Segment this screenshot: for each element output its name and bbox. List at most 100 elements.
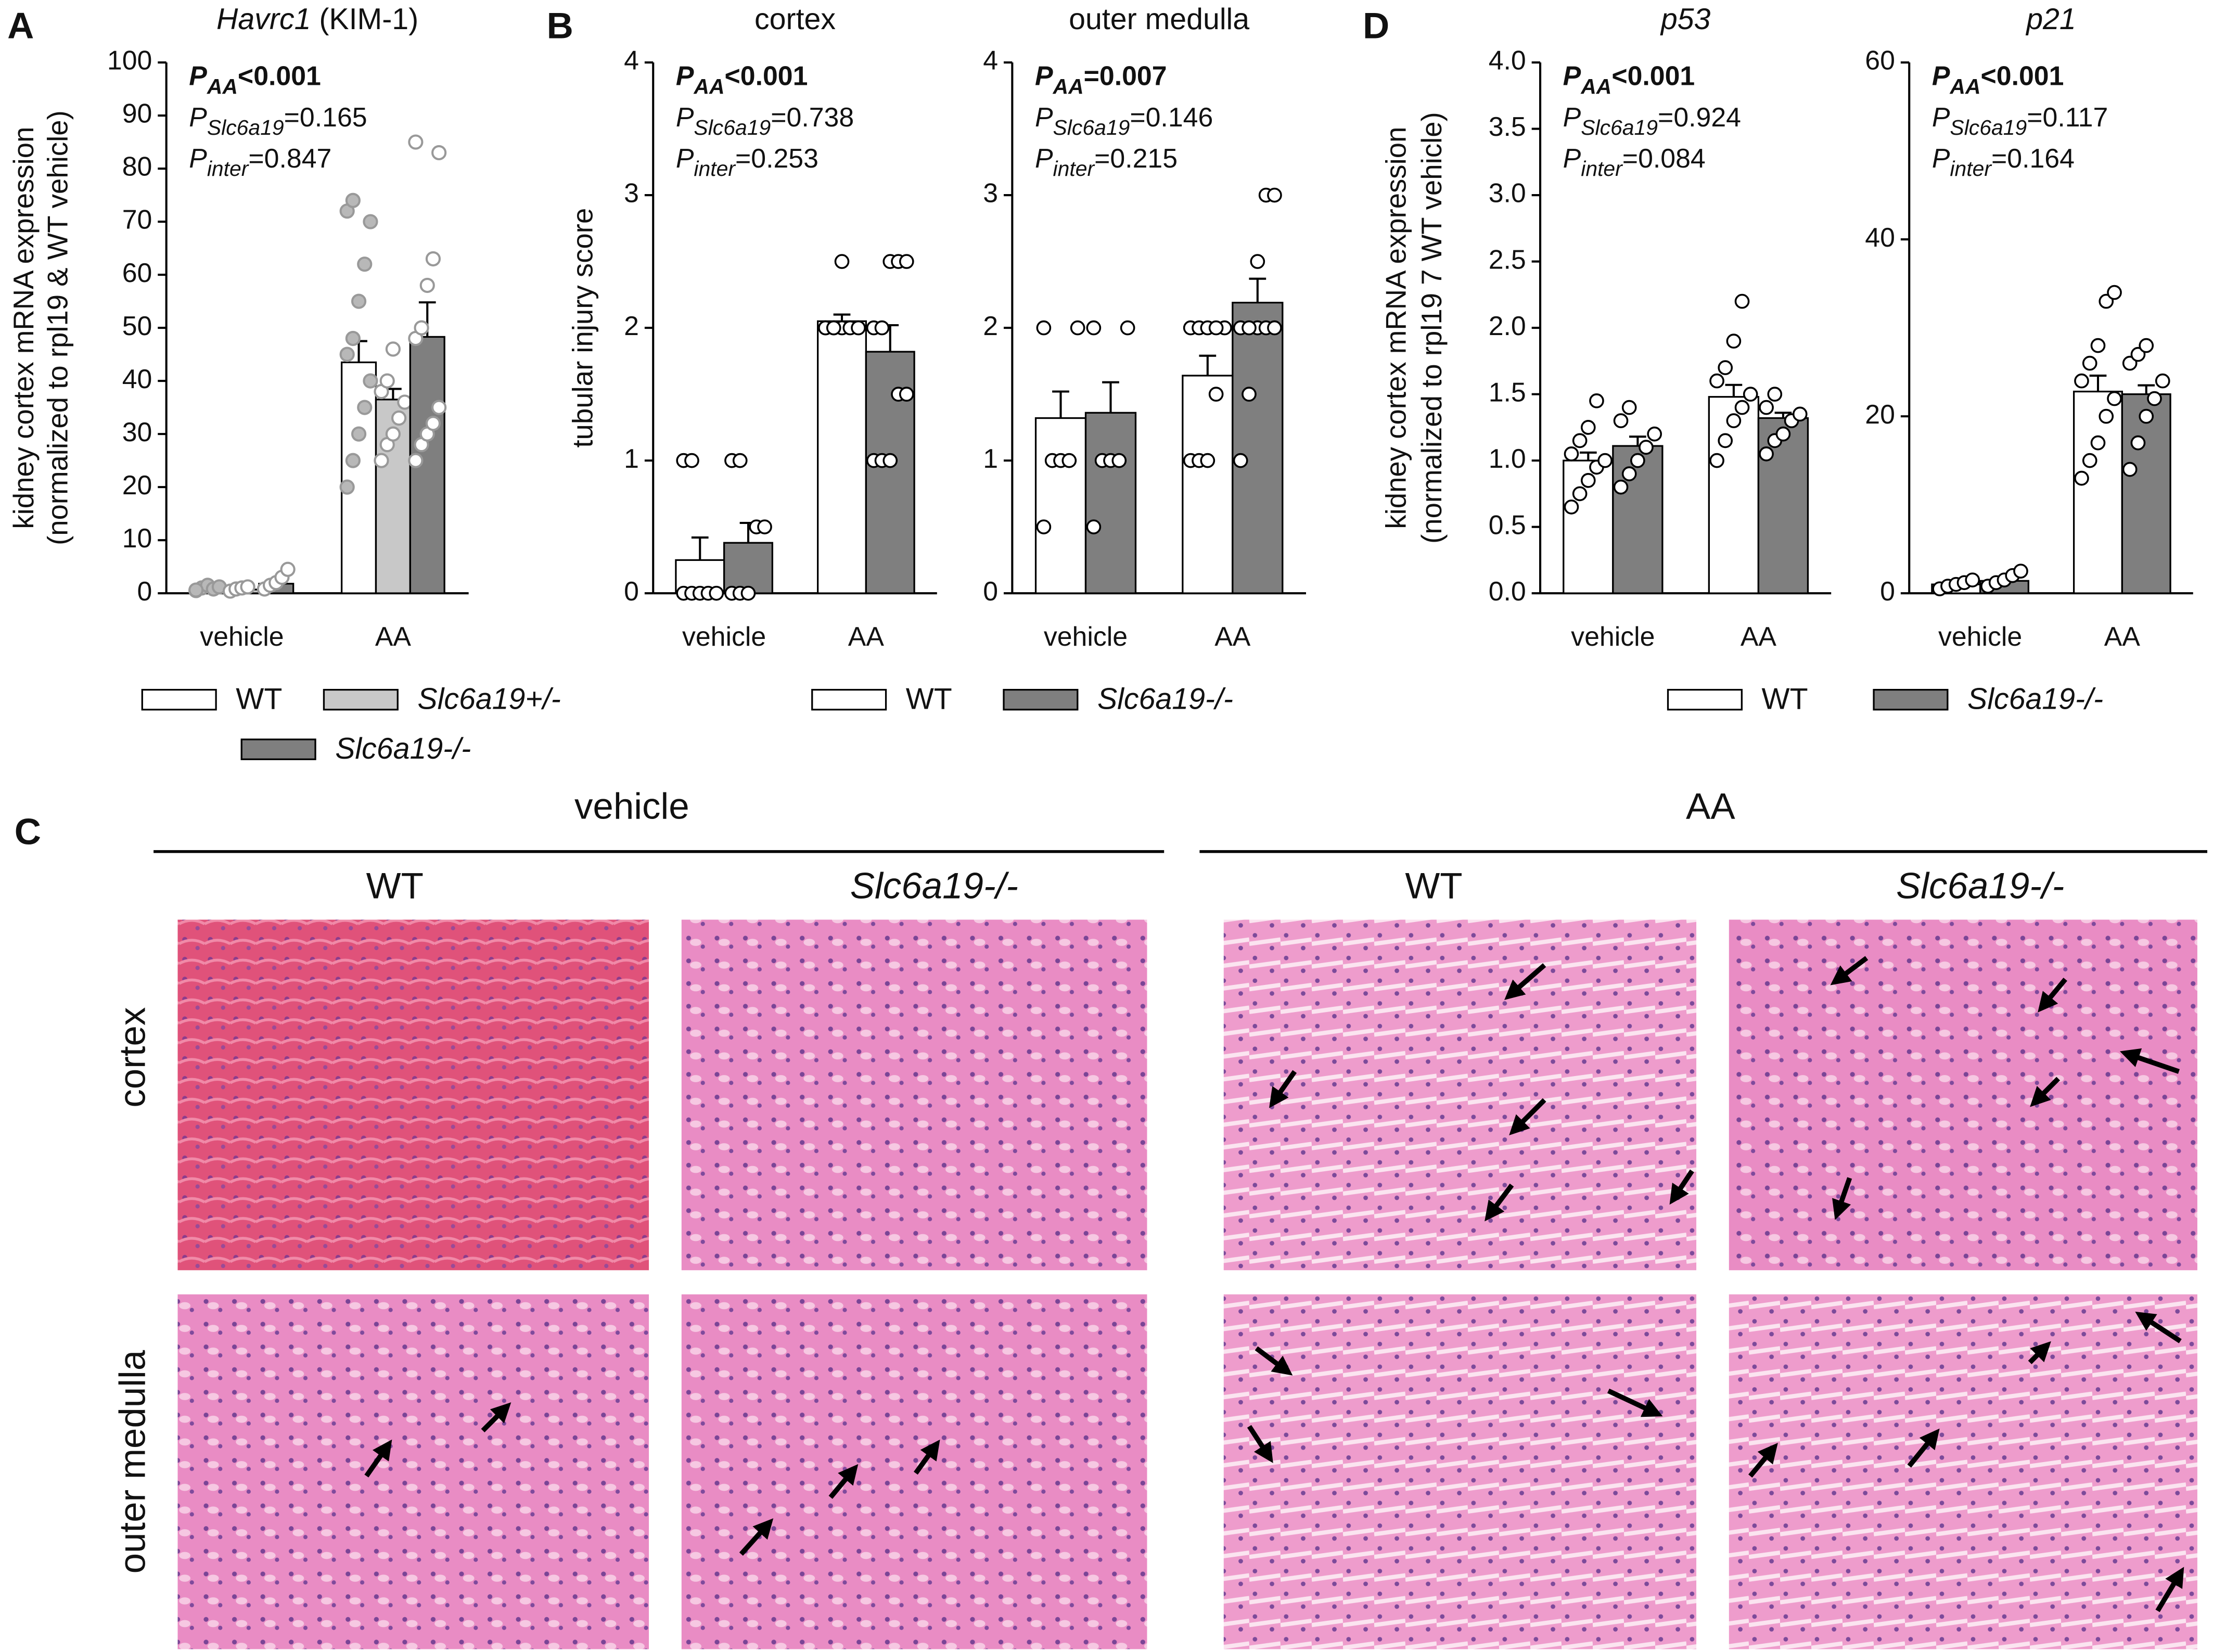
stat-sub: Slc6a19 — [694, 116, 771, 139]
genotype-label: WT — [1405, 865, 1462, 906]
data-point — [2090, 338, 2106, 353]
data-point — [826, 320, 841, 336]
data-point — [385, 426, 401, 442]
stat-symbol: P — [1563, 102, 1581, 132]
title-main: p21 — [2025, 3, 2076, 36]
legend-label: WT — [236, 683, 282, 716]
x-tick-label: vehicle — [1044, 621, 1128, 651]
y-tick-label: 0.5 — [1489, 509, 1526, 540]
data-point — [351, 426, 367, 442]
data-point — [408, 453, 424, 468]
y-tick-label: 70 — [122, 204, 152, 235]
y-tick-label: 3 — [983, 178, 998, 208]
x-tick-label: vehicle — [200, 621, 284, 651]
y-tick-label: 2.0 — [1489, 311, 1526, 341]
micrograph — [1223, 1294, 1697, 1649]
micrograph — [177, 1294, 649, 1649]
stat-text: =0.738 — [771, 102, 854, 132]
panel-label: D — [1363, 5, 1389, 46]
stat-sub: Slc6a19 — [207, 116, 284, 139]
micrograph — [1223, 919, 1697, 1271]
data-point — [1709, 453, 1724, 468]
data-point — [1120, 320, 1135, 336]
stat-annotation: PSlc6a19=0.117 — [1932, 102, 2108, 139]
histology-panel — [153, 850, 2208, 1649]
arrow — [1907, 1428, 1940, 1468]
stat-symbol: P — [189, 143, 207, 173]
data-point — [1572, 433, 1588, 449]
data-point — [757, 519, 772, 534]
bar — [1034, 417, 1087, 594]
data-point — [2082, 355, 2097, 371]
bar — [1612, 445, 1664, 594]
data-point — [2090, 435, 2106, 451]
bar — [1757, 417, 1809, 594]
stat-text: <0.001 — [238, 61, 321, 91]
data-point — [2155, 373, 2170, 389]
data-point — [1242, 320, 1257, 336]
data-point — [379, 373, 395, 389]
panel-label: C — [15, 812, 41, 853]
stat-text: =0.215 — [1094, 143, 1178, 173]
stat-text: <0.001 — [725, 61, 808, 91]
data-point — [1734, 400, 1750, 415]
title-main: Havrc1 — [216, 3, 311, 36]
y-tick-label: 50 — [122, 311, 152, 341]
data-point — [874, 320, 890, 336]
data-point — [851, 320, 866, 336]
y-tick-label: 10 — [122, 523, 152, 553]
y-tick-label: 20 — [1865, 399, 1895, 429]
data-point — [408, 134, 424, 150]
chart-title: p21 — [2025, 3, 2076, 36]
data-point — [1597, 453, 1613, 468]
stat-sub: inter — [694, 157, 736, 181]
chart: 0.0 0.5 1.0 1.5 2.0 2.5 3.0 3.5 4.0 p53 kidney cor… — [1380, 3, 2103, 716]
x-tick-label: vehicle — [682, 621, 766, 651]
arrow — [1509, 1098, 1546, 1135]
chart: 0 10 20 30 40 50 60 70 80 90 100 Havrc1 (KIM-1) kidn… — [8, 3, 561, 765]
data-point — [1036, 519, 1052, 534]
data-point — [425, 416, 441, 431]
legend-label: Slc6a19-/- — [1097, 683, 1233, 716]
y-tick-label: 60 — [1865, 45, 1895, 75]
data-point — [1734, 293, 1750, 309]
y-tick-label: 0 — [624, 576, 639, 606]
bar — [723, 542, 773, 594]
stat-annotation: PAA=0.007 — [1035, 61, 1167, 98]
bar — [1232, 301, 1284, 594]
data-point — [1208, 320, 1224, 336]
y-tick-label: 20 — [122, 470, 152, 500]
data-point — [357, 257, 373, 272]
arrow — [1748, 1443, 1778, 1478]
stat-sub: AA — [1580, 74, 1611, 98]
data-point — [2139, 338, 2154, 353]
data-point — [1647, 426, 1662, 442]
y-tick-label: 3.5 — [1489, 111, 1526, 142]
data-point — [1639, 440, 1654, 455]
y-tick-label: 40 — [122, 364, 152, 394]
legend-swatch — [1667, 689, 1743, 711]
y-tick-label: 90 — [122, 98, 152, 129]
stat-annotation: Pinter=0.164 — [1932, 143, 2075, 181]
arrow — [364, 1439, 392, 1478]
legend-swatch — [240, 738, 316, 760]
x-tick-label: AA — [375, 621, 412, 651]
group-label: AA — [1686, 786, 1735, 827]
stat-annotation: Pinter=0.847 — [189, 143, 331, 181]
title-main: outer medulla — [1069, 3, 1249, 36]
data-point — [1580, 473, 1596, 488]
y-axis-label: tubular injury score — [567, 208, 599, 448]
x-tick-label: AA — [1214, 621, 1251, 651]
arrow — [481, 1402, 511, 1432]
legend-label: WT — [1762, 683, 1808, 716]
legend-swatch — [1003, 689, 1079, 711]
bar — [1084, 412, 1137, 594]
y-tick-label: 1.0 — [1489, 443, 1526, 473]
chart-title: outer medulla — [1069, 3, 1249, 36]
legend-swatch — [141, 689, 217, 711]
arrow — [1607, 1388, 1663, 1417]
data-point — [1621, 466, 1637, 481]
stat-annotation: PAA<0.001 — [1563, 61, 1695, 98]
stat-sub: Slc6a19 — [1581, 116, 1658, 139]
stat-sub: Slc6a19 — [1053, 116, 1130, 139]
